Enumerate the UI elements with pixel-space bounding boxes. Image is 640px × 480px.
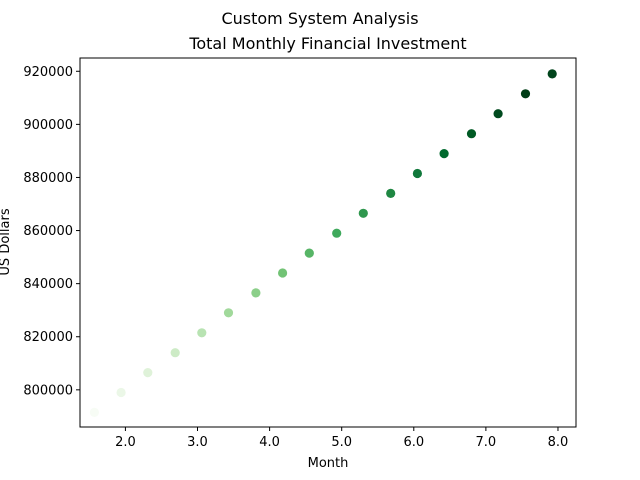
data-points — [89, 69, 557, 417]
x-axis-label: Month — [308, 456, 349, 471]
x-tick-label: 3.0 — [187, 435, 208, 450]
plot-area-frame — [79, 57, 577, 428]
data-point — [143, 368, 153, 378]
y-axis-label: US Dollars — [0, 208, 13, 275]
data-point — [466, 129, 477, 139]
data-point — [197, 328, 207, 338]
data-point — [116, 387, 126, 398]
data-point — [493, 109, 503, 119]
data-point — [386, 188, 396, 198]
data-point — [223, 308, 234, 318]
data-point — [547, 69, 557, 79]
data-point — [251, 288, 261, 298]
data-point — [89, 407, 99, 417]
x-tick-label: 4.0 — [259, 435, 280, 450]
data-point — [304, 248, 314, 258]
y-tick-label: 840000 — [23, 277, 73, 292]
x-tick-label: 2.0 — [115, 435, 136, 450]
y-tick-label: 900000 — [23, 118, 73, 133]
chart-suptitle: Custom System Analysis — [221, 9, 418, 28]
y-tick-label: 860000 — [23, 224, 73, 239]
data-point — [332, 228, 342, 238]
data-point — [412, 168, 422, 179]
x-tick-label: 7.0 — [476, 435, 497, 450]
data-point — [439, 149, 449, 159]
data-point — [170, 348, 180, 358]
y-tick-label: 800000 — [23, 383, 73, 398]
data-point — [278, 268, 288, 278]
y-tick-label: 820000 — [23, 330, 73, 345]
x-tick-label: 8.0 — [548, 435, 569, 450]
y-tick-label: 920000 — [23, 65, 73, 80]
chart-title: Total Monthly Financial Investment — [188, 34, 466, 53]
y-tick-label: 880000 — [23, 171, 73, 186]
data-point — [358, 208, 368, 218]
data-point — [520, 89, 531, 99]
y-axis-ticks: 800000 820000 840000 860000 880000 900000 9200… — [23, 65, 80, 398]
x-tick-label: 5.0 — [331, 435, 352, 450]
x-tick-label: 6.0 — [403, 435, 424, 450]
x-axis-ticks: 2.0 3.0 4.0 5.0 6.0 7.0 8.0 — [115, 427, 568, 450]
